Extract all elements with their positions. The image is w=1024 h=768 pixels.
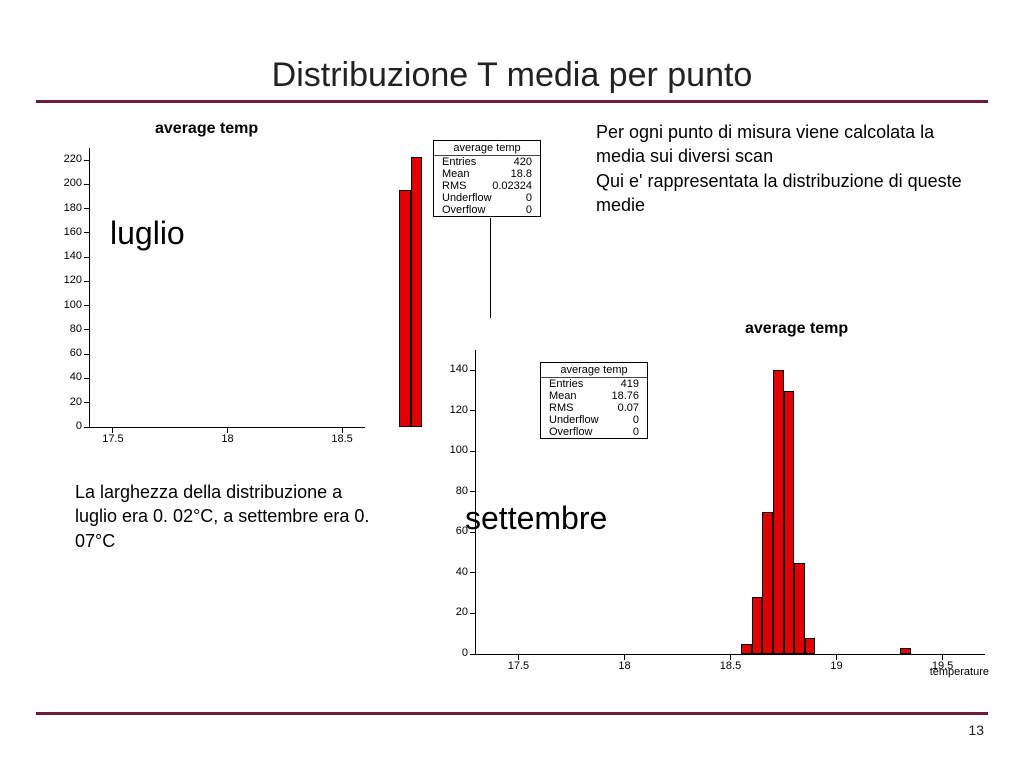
label-settembre: settembre bbox=[465, 500, 607, 537]
description-text: Per ogni punto di misura viene calcolata… bbox=[596, 120, 986, 217]
bottom-divider bbox=[36, 712, 988, 715]
width-text: La larghezza della distribuzione a lugli… bbox=[75, 480, 385, 553]
label-luglio: luglio bbox=[110, 215, 185, 252]
chart-luglio: average temp 020406080100120140160180200… bbox=[55, 120, 365, 440]
page-number: 13 bbox=[968, 722, 984, 738]
chart2-stats: average tempEntries419Mean18.76RMS0.07Un… bbox=[540, 362, 648, 439]
chart1-plot: 02040608010012014016018020022017.51818.5 bbox=[89, 148, 365, 428]
page-title: Distribuzione T media per punto bbox=[0, 56, 1024, 95]
top-divider bbox=[36, 100, 988, 103]
chart1-stats: average tempEntries420Mean18.8RMS0.02324… bbox=[433, 140, 541, 217]
chart1-stats-tail bbox=[490, 218, 491, 318]
chart2-xlabel: temperature bbox=[930, 666, 989, 678]
chart1-title: average temp bbox=[155, 120, 258, 138]
chart-settembre: average temp 02040608010012014017.51818.… bbox=[435, 320, 995, 690]
chart2-title: average temp bbox=[745, 320, 848, 338]
slide: Distribuzione T media per punto average … bbox=[0, 0, 1024, 768]
